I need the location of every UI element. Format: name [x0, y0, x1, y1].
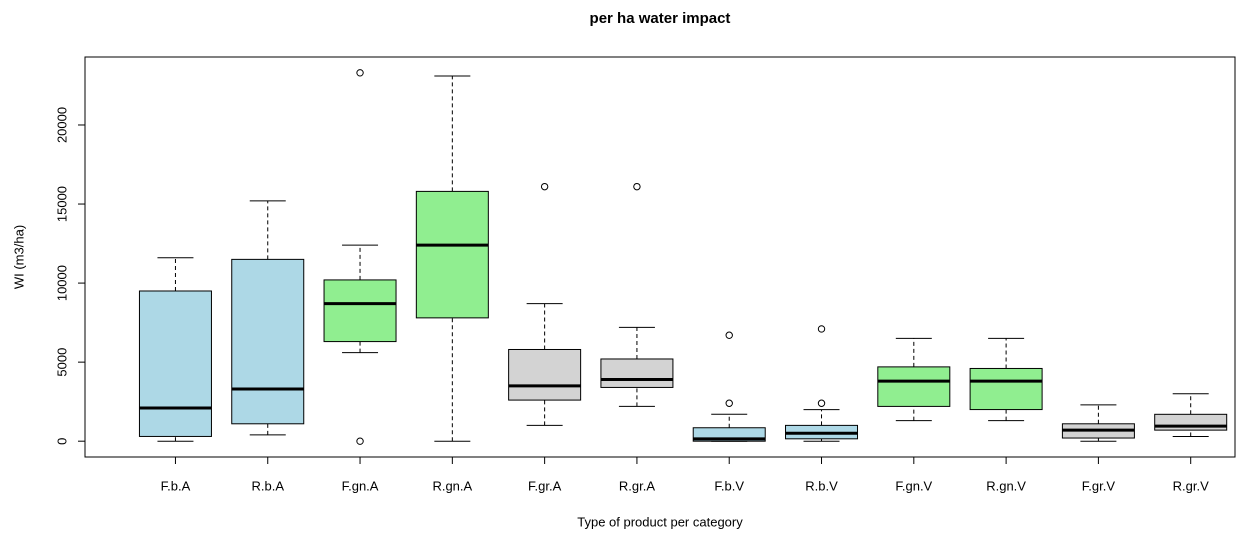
y-tick-label: 10000 — [54, 265, 69, 301]
box — [969, 367, 1043, 411]
x-tick-label: R.gr.V — [1173, 478, 1209, 493]
x-tick-label: F.gr.V — [1082, 478, 1116, 493]
x-tick-label: F.gn.A — [342, 478, 379, 493]
chart-title: per ha water impact — [590, 10, 731, 27]
x-tick-label: R.b.V — [805, 478, 838, 493]
x-tick-label: F.gr.A — [528, 478, 562, 493]
outlier — [817, 325, 826, 333]
box — [508, 348, 582, 401]
outlier — [356, 437, 364, 445]
box — [600, 358, 674, 388]
box — [415, 190, 489, 319]
x-tick-label: F.b.V — [714, 478, 744, 493]
y-tick-label: 20000 — [54, 107, 69, 143]
box — [138, 290, 212, 437]
outlier — [725, 399, 733, 407]
y-tick-label: 0 — [54, 438, 69, 445]
x-tick-label: R.gn.V — [986, 478, 1026, 493]
y-tick-label: 5000 — [54, 348, 69, 377]
x-tick-label: F.b.A — [161, 478, 191, 493]
outlier — [817, 399, 826, 407]
x-tick-label: R.gr.A — [619, 478, 655, 493]
plot-frame — [84, 56, 1236, 458]
box — [1154, 413, 1228, 431]
box — [877, 366, 951, 407]
outlier — [540, 182, 549, 191]
box — [231, 258, 305, 425]
x-tick-label: F.gn.V — [895, 478, 932, 493]
outlier — [356, 69, 364, 77]
outlier — [725, 331, 733, 339]
y-tick-label: 15000 — [54, 186, 69, 222]
outlier — [633, 182, 641, 191]
y-axis-label: WI (m3/ha) — [11, 225, 26, 289]
x-tick-label: R.gn.A — [432, 478, 472, 493]
box — [323, 279, 397, 343]
x-axis-label: Type of product per category — [577, 514, 743, 529]
x-tick-label: R.b.A — [251, 478, 284, 493]
